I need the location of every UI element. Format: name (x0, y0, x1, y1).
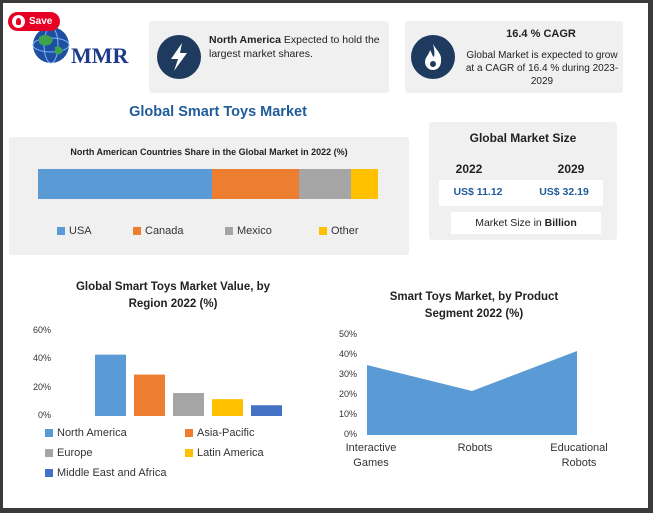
legend-swatch (133, 227, 141, 236)
legend-swatch (57, 227, 65, 236)
legend-swatch (185, 429, 193, 438)
market-unit-box (451, 212, 601, 234)
segment-chart-title: Smart Toys Market, by Product Segment 20… (389, 291, 559, 320)
logo: MMR (25, 19, 145, 71)
region-legend-middle-east-and-africa: Middle East and Africa (45, 467, 166, 479)
stacked-legend-mexico: Mexico (225, 225, 272, 237)
legend-swatch (45, 449, 53, 458)
legend-swatch (185, 449, 193, 458)
region-legend-europe: Europe (45, 447, 92, 459)
region-bar-asia-pacific (134, 374, 165, 416)
value-2022: US$ 11.12 (453, 186, 503, 198)
region-bar-middle-east-and-africa (251, 405, 282, 416)
region-y-tick: 40% (32, 353, 51, 364)
stacked-legend-usa: USA (57, 225, 92, 237)
region-y-tick: 20% (32, 381, 51, 392)
save-button-label: Save (29, 16, 53, 27)
region-bar-chart (95, 354, 282, 416)
region-y-tick: 0% (37, 410, 51, 420)
north-america-share-card: North American Countries Share in the Gl… (9, 137, 409, 255)
stacked-legend: USA Canada Mexico Other (9, 225, 409, 239)
legend-label: Asia-Pacific (197, 427, 255, 439)
market-value-box (439, 180, 603, 206)
info-card-1-bold: North America (209, 34, 281, 46)
flame-icon (411, 35, 455, 79)
cagr-body: Global Market is expected to grow at a C… (465, 50, 619, 87)
segment-y-tick: 30% (338, 369, 357, 379)
segment-y-tick: 40% (338, 349, 357, 359)
page-title: Global Smart Toys Market (129, 104, 307, 120)
legend-swatch (45, 429, 53, 438)
market-unit-prefix: Market Size in (475, 217, 545, 229)
info-card-1-text: North America Expected to hold the large… (209, 33, 387, 61)
region-legend-asia-pacific: Asia-Pacific (185, 427, 254, 439)
market-unit-bold: Billion (544, 217, 577, 229)
legend-label: North America (57, 427, 127, 439)
lightning-bolt-icon (157, 35, 201, 79)
globe-icon (32, 26, 70, 64)
infographic-canvas: MMR Save North America Expected to hold … (3, 3, 648, 508)
legend-label: Europe (57, 447, 93, 459)
stacked-legend-other: Other (319, 225, 359, 237)
legend-swatch (319, 227, 327, 236)
stacked-legend-canada: Canada (133, 225, 184, 237)
logo-text: MMR (71, 43, 129, 68)
info-card-cagr: 16.4 % CAGR Global Market is expected to… (405, 21, 623, 93)
stacked-bar (38, 169, 378, 199)
legend-label: USA (69, 225, 92, 237)
market-unit: Market Size in Billion (451, 217, 601, 229)
legend-label: Canada (145, 225, 184, 237)
stacked-segment-canada (212, 169, 300, 199)
segment-y-tick: 10% (338, 409, 357, 419)
year-2029: 2029 (557, 162, 585, 176)
segment-x-label-educational-robots: Educational Robots (550, 442, 608, 469)
region-bar-north-america (95, 354, 126, 416)
cagr-title: 16.4 % CAGR (506, 28, 576, 40)
segment-x-label-interactive-games: Interactive Games (345, 442, 397, 469)
stacked-chart-title: North American Countries Share in the Gl… (70, 147, 348, 157)
legend-label: Mexico (237, 225, 272, 237)
segment-x-labels: Interactive Games Robots Educational Robot… (333, 441, 633, 475)
segment-area-chart (367, 351, 577, 435)
region-chart-title: Global Smart Toys Market Value, by Regio… (75, 281, 271, 310)
market-size-card: Global Market Size 2022 2029 US$ 11.12 U… (429, 122, 617, 240)
region-legend-latin-america: Latin America (185, 447, 264, 459)
segment-x-label-robots: Robots (457, 442, 493, 454)
segment-y-tick: 0% (343, 429, 357, 439)
legend-label: Middle East and Africa (57, 467, 167, 479)
region-legend: North America Asia-Pacific Europe Latin Ame… (45, 427, 305, 487)
save-button[interactable]: Save (8, 12, 60, 31)
legend-swatch (45, 469, 53, 478)
region-y-tick: 60% (32, 325, 51, 335)
legend-label: Other (331, 225, 359, 237)
stacked-segment-mexico (299, 169, 352, 199)
stacked-segment-usa (38, 169, 213, 199)
stacked-segment-other (351, 169, 378, 199)
segment-area (367, 351, 577, 435)
region-legend-north-america: North America (45, 427, 127, 439)
pin-icon (12, 15, 25, 28)
market-size-title: Global Market Size (469, 131, 577, 145)
segment-y-tick: 50% (338, 329, 357, 339)
region-bar-europe (173, 392, 204, 416)
year-2022: 2022 (455, 162, 483, 176)
segment-y-tick: 20% (338, 389, 357, 399)
legend-swatch (225, 227, 233, 236)
info-card-1-rest: Expected to hold the largest market shar… (209, 34, 380, 60)
value-2029: US$ 32.19 (539, 186, 589, 198)
info-card-north-america: North America Expected to hold the large… (149, 21, 389, 93)
region-bar-latin-america (212, 399, 243, 416)
legend-label: Latin America (197, 447, 264, 459)
